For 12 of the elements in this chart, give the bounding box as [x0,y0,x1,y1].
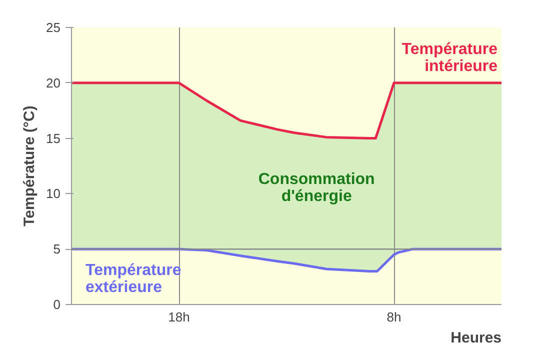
y-tick-label: 0 [53,297,61,312]
y-axis-title: Température (°C) [21,106,38,226]
y-tick-label: 20 [46,75,61,90]
x-tick-label: 8h [386,310,402,324]
series-label: Température intérieure [402,40,498,75]
annotation: Consommation d'énergie [258,171,375,206]
y-tick-label: 5 [53,242,61,257]
y-tick-label: 10 [46,186,61,202]
x-tick-label: 18h [168,310,190,324]
x-axis-title: Heures [450,330,502,346]
y-tick-label: 25 [46,20,61,35]
y-tick-label: 15 [46,130,61,146]
